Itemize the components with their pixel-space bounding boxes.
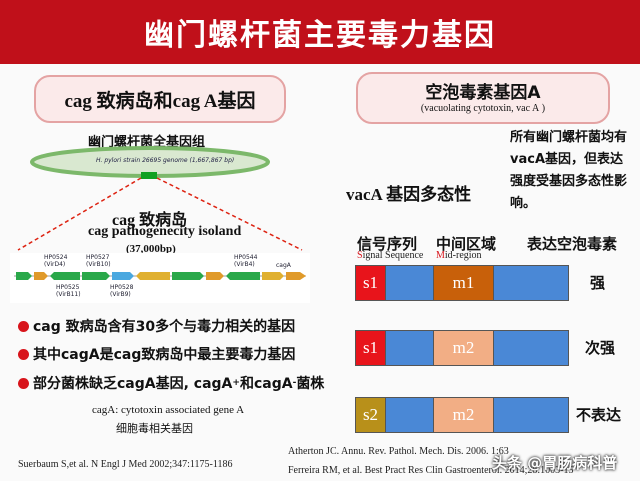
vaca-section-title-box: 空泡毒素基因A (vacuolating cytotoxin, vac A ) — [356, 72, 610, 124]
mid-segment: m2 — [434, 331, 494, 365]
col-mid-sub: Mid-region — [436, 250, 482, 261]
watermark: 头条 @胃肠病科普 — [492, 454, 618, 472]
col-signal-sub: Signal Sequence — [357, 250, 424, 261]
genome-caption: 幽门螺杆菌全基因组 — [88, 135, 206, 150]
page-title: 幽门螺杆菌主要毒力基因 — [144, 18, 496, 53]
island-title-cn: cag 致病岛 — [112, 212, 188, 229]
genome-strain-text: H. pylori strain 26695 genome (1,667,867… — [96, 157, 235, 164]
bullet-2: 其中cagA是cag致病岛中最主要毒力基因 — [18, 344, 295, 364]
vaca-row-s1m2: s1 m2 — [355, 330, 569, 366]
gene-label-hp0528: HP0528 (VirB9) — [110, 284, 134, 298]
gene-label-hp0527: HP0527 (VirB10) — [86, 254, 111, 268]
cag-section-title-box: cag 致病岛和cag A基因 — [34, 75, 286, 123]
rest-segment — [386, 398, 434, 432]
vaca-description: 所有幽门螺杆菌均有vacA基因，但表达强度受基因多态性影响。 — [510, 130, 628, 211]
col-expression-header: 表达空泡毒素 — [527, 235, 618, 253]
signal-segment: s1 — [356, 266, 386, 300]
caga-note-en: cagA: cytotoxin associated gene A — [92, 404, 245, 416]
bullet-3: 部分菌株缺乏cagA基因, cagA + 和cagA - 菌株 — [18, 373, 324, 393]
caga-note-cn: 细胞毒相关基因 — [116, 422, 193, 435]
col-signal-header: 信号序列 — [357, 235, 418, 253]
mid-segment: m1 — [434, 266, 494, 300]
col-mid-header: 中间区域 — [436, 235, 497, 253]
gene-label-hp0525: HP0525 (VirB11) — [56, 284, 81, 298]
expression-level-medium: 次强 — [585, 339, 616, 357]
bullet-1: cag 致病岛含有30多个与毒力相关的基因 — [18, 316, 295, 336]
rest-segment — [494, 266, 568, 300]
rest-segment — [386, 266, 434, 300]
citation-right-2: Ferreira RM, et al. Best Pract Res Clin … — [288, 465, 574, 476]
gene-label-caga: cagA — [276, 262, 291, 269]
gene-label-hp0544: HP0544 (VirB4) — [234, 254, 258, 268]
vaca-section-title: 空泡毒素基因A — [425, 83, 541, 103]
rest-segment — [386, 331, 434, 365]
expression-level-none: 不表达 — [576, 406, 622, 424]
zoom-line-right — [156, 177, 303, 251]
gene-label-hp0524: HP0524 (VirD4) — [44, 254, 68, 268]
title-banner: 幽门螺杆菌主要毒力基因 — [0, 0, 640, 64]
zoom-line-left — [17, 177, 142, 251]
gene-arrows — [14, 272, 306, 280]
bullet-dot — [18, 377, 29, 389]
mid-segment: m2 — [434, 398, 494, 432]
cag-section-title: cag 致病岛和cag A基因 — [64, 90, 256, 112]
bullet-dot — [18, 320, 29, 332]
vaca-row-s1m1: s1 m1 — [355, 265, 569, 301]
gene-arrow-group — [16, 272, 306, 280]
island-size: (37,000bp) — [126, 243, 176, 255]
rest-segment — [494, 331, 568, 365]
vaca-row-s2m2: s2 m2 — [355, 397, 569, 433]
polymorphism-label: vacA 基因多态性 — [346, 185, 472, 204]
gene-map: HP0524 (VirD4) HP0527 (VirB10) HP0525 (VirB… — [10, 253, 310, 303]
bullet-dot — [18, 348, 29, 360]
signal-segment: s1 — [356, 331, 386, 365]
signal-segment: s2 — [356, 398, 386, 432]
genome-diagram — [17, 146, 303, 251]
island-title-en: cag pathogenecity isoland — [88, 224, 242, 239]
citation-left: Suerbaum S,et al. N Engl J Med 2002;347:… — [18, 459, 233, 470]
rest-segment — [494, 398, 568, 432]
expression-level-strong: 强 — [590, 274, 606, 292]
vaca-section-subtitle: (vacuolating cytotoxin, vac A ) — [420, 103, 546, 114]
island-marker — [141, 172, 157, 179]
citation-right-1: Atherton JC. Annu. Rev. Pathol. Mech. Di… — [288, 446, 509, 457]
